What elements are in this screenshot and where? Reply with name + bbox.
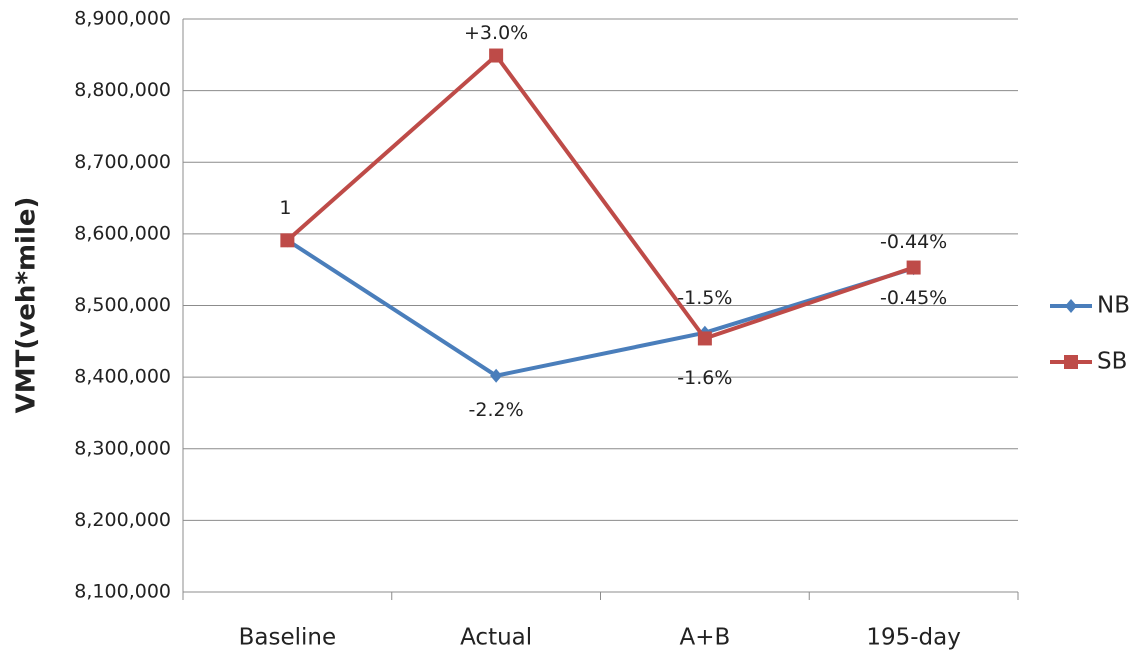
x-tick-label: Baseline (239, 625, 337, 651)
y-tick-label: 8,900,000 (74, 8, 171, 30)
y-tick-label: 8,100,000 (74, 581, 171, 603)
marker (697, 331, 712, 346)
data-label: -1.5% (677, 287, 732, 309)
data-label: 1 (279, 197, 291, 219)
data-label: +3.0% (464, 22, 528, 44)
data-label: -0.45% (880, 287, 947, 309)
series-line (286, 238, 915, 378)
y-tick-label: 8,200,000 (74, 509, 171, 531)
legend-label: SB (1097, 349, 1127, 375)
y-tick-label: 8,600,000 (74, 222, 171, 244)
x-tick-label: 195-day (866, 625, 961, 651)
y-tick-label: 8,500,000 (74, 294, 171, 316)
marker (490, 368, 503, 383)
y-axis-title: VMT(veh*mile) (12, 197, 42, 414)
y-tick-label: 8,300,000 (74, 437, 171, 459)
data-label: -0.44% (880, 231, 947, 253)
y-tick-label: 8,800,000 (74, 79, 171, 101)
y-tick-label: 8,400,000 (74, 366, 171, 388)
marker (489, 48, 504, 63)
data-label: -1.6% (677, 367, 732, 389)
series-line (286, 52, 915, 341)
marker (906, 260, 921, 275)
legend-marker (1064, 355, 1078, 369)
legend-marker (1065, 299, 1077, 313)
x-tick-label: A+B (679, 625, 730, 651)
legend-label: NB (1097, 293, 1130, 319)
x-tick-label: Actual (460, 625, 532, 651)
y-tick-label: 8,700,000 (74, 151, 171, 173)
data-label: -2.2% (469, 399, 524, 421)
marker (280, 233, 295, 248)
